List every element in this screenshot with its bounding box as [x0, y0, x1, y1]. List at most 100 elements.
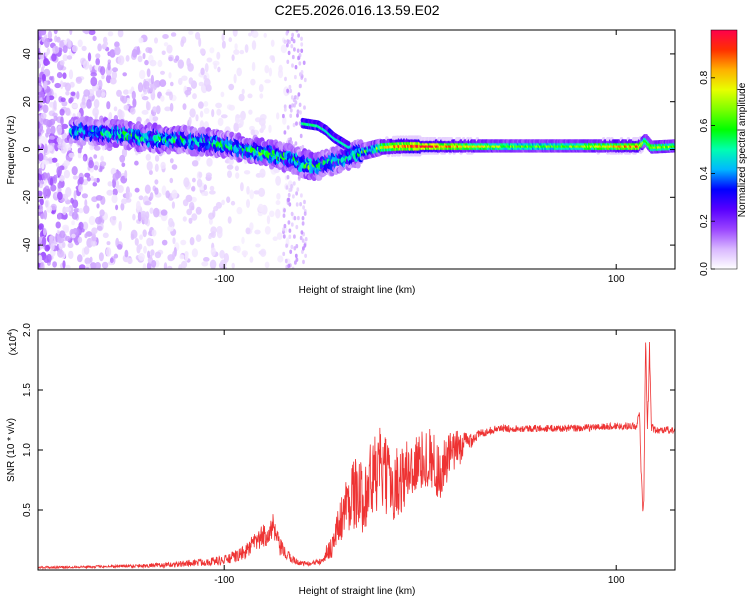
spectrogram-noise-cell [236, 245, 241, 253]
spectrogram-noise-cell [213, 205, 219, 212]
spectrogram-noise-cell [54, 142, 59, 152]
spectrogram-noise-cell [268, 67, 273, 77]
spectrogram-noise-cell [300, 230, 304, 235]
spectrogram-noise-cell [59, 40, 65, 49]
spectrogram-noise-cell [77, 147, 82, 154]
spectrogram-noise-cell [111, 70, 118, 80]
spectrogram-noise-cell [94, 145, 101, 151]
spectrogram-noise-cell [234, 43, 238, 50]
spectrogram-noise-cell [93, 99, 100, 109]
spectrogram-noise-cell [282, 116, 287, 125]
colorbar-tick-label: 0.0 [699, 262, 710, 276]
spectrogram-noise-cell [56, 166, 62, 177]
spectrogram-noise-cell [293, 47, 296, 52]
spectrogram-noise-cell [287, 197, 291, 202]
spectrogram-noise-cell [295, 202, 299, 207]
spectrogram-noise-cell [146, 101, 151, 111]
spectrogram-noise-cell [182, 103, 187, 110]
spectrogram-noise-cell [244, 44, 249, 53]
spectrogram-noise-cell [168, 56, 173, 62]
spectrogram-noise-cell [71, 103, 79, 109]
spectrogram-noise-cell [112, 188, 118, 196]
spectrogram-noise-cell [53, 100, 57, 110]
spectrogram-noise-cell [163, 42, 169, 47]
spectrogram-noise-cell [240, 182, 244, 192]
spectrogram-noise-cell [286, 43, 289, 48]
spectrogram-y-tick-label: -20 [22, 190, 33, 205]
spectrogram-noise-cell [289, 108, 293, 113]
spectrogram-noise-cell [241, 250, 248, 257]
spectrogram-x-axis: -100 100 [214, 30, 625, 285]
spectrogram-y-tick-label: 20 [22, 96, 33, 108]
spectrogram-noise-cell [295, 30, 299, 33]
spectrogram-noise-cell [296, 95, 299, 100]
spectrogram-noise-cell [53, 174, 58, 184]
spectrogram-noise-cell [42, 118, 50, 126]
spectrogram-noise-cell [255, 243, 261, 248]
spectrogram-noise-cell [161, 239, 168, 246]
spectrogram-noise-cell [283, 107, 287, 112]
spectrogram-noise-cell [121, 162, 126, 168]
spectrogram-noise-cell [112, 173, 119, 181]
spectrogram-noise-cell [38, 224, 43, 231]
spectrogram-noise-cell [290, 95, 294, 100]
spectrogram-noise-cell [290, 184, 293, 189]
spectrogram-noise-cell [270, 39, 275, 47]
spectrogram-noise-cell [291, 32, 294, 38]
spectrogram-noise-cell [106, 101, 111, 110]
spectrogram-noise-cell [96, 225, 103, 231]
spectrogram-noise-cell [294, 65, 298, 70]
spectrogram-noise-cell [200, 67, 205, 76]
spectrogram-noise-cell [145, 153, 151, 161]
spectrogram-noise-cell [275, 200, 281, 206]
spectrogram-noise-cell [291, 266, 295, 269]
spectrogram-noise-cell [198, 37, 202, 47]
spectrogram-noise-cell [63, 169, 70, 179]
spectrogram-noise-cell [145, 211, 150, 220]
snr-background [38, 330, 675, 570]
spectrogram-noise-cell [154, 187, 159, 195]
spectrogram-noise-cell [86, 176, 91, 182]
spectrogram-noise-cell [228, 104, 235, 111]
spectrogram-noise-cell [62, 54, 68, 62]
spectrogram-noise-cell [41, 236, 47, 247]
spectrogram-noise-cell [157, 59, 163, 68]
spectrogram-noise-cell [123, 89, 129, 95]
spectrogram-noise-cell [106, 241, 111, 246]
spectrogram-noise-cell [143, 245, 147, 254]
spectrogram-noise-cell [92, 107, 99, 117]
spectrogram-noise-cell [93, 154, 98, 159]
spectrogram-noise-cell [276, 193, 281, 200]
spectrogram-noise-cell [297, 215, 300, 221]
spectrogram-noise-cell [161, 185, 167, 196]
spectrogram-noise-cell [303, 199, 306, 205]
spectrogram-noise-cell [299, 235, 303, 241]
snr-y-tick-label: 2.0 [22, 323, 33, 337]
spectrogram-noise-cell [130, 233, 135, 240]
spectrogram-noise-cell [50, 242, 55, 251]
spectrogram-noise-cell [233, 122, 239, 132]
spectrogram-noise-cell [292, 194, 295, 199]
spectrogram-noise-cell [95, 88, 102, 98]
spectrogram-noise-cell [203, 107, 210, 114]
spectrogram-noise-cell [52, 45, 60, 54]
spectrogram-noise-cell [249, 189, 254, 200]
spectrogram-noise-cell [100, 66, 106, 76]
spectrogram-noise-cell [186, 208, 193, 216]
spectrogram-noise-cell [42, 74, 46, 80]
spectrogram-noise-cell [198, 171, 203, 178]
spectrogram-noise-cell [49, 177, 54, 186]
spectrogram-noise-cell [195, 234, 202, 242]
spectrogram-noise-cell [127, 257, 133, 265]
spectrogram-noise-cell [108, 112, 113, 121]
spectrogram-noise-cell [198, 101, 204, 109]
spectrogram-noise-cell [40, 112, 47, 119]
spectrogram-noise-cell [105, 247, 112, 257]
spectrogram-noise-cell [241, 236, 245, 245]
spectrogram-noise-cell [124, 249, 129, 258]
spectrogram-noise-cell [78, 208, 84, 214]
figure-title: C2E5.2026.016.13.59.E02 [274, 2, 439, 18]
spectrogram-noise-cell [283, 130, 287, 135]
spectrogram-noise-cell [64, 82, 71, 92]
spectrogram-noise-cell [66, 55, 73, 60]
